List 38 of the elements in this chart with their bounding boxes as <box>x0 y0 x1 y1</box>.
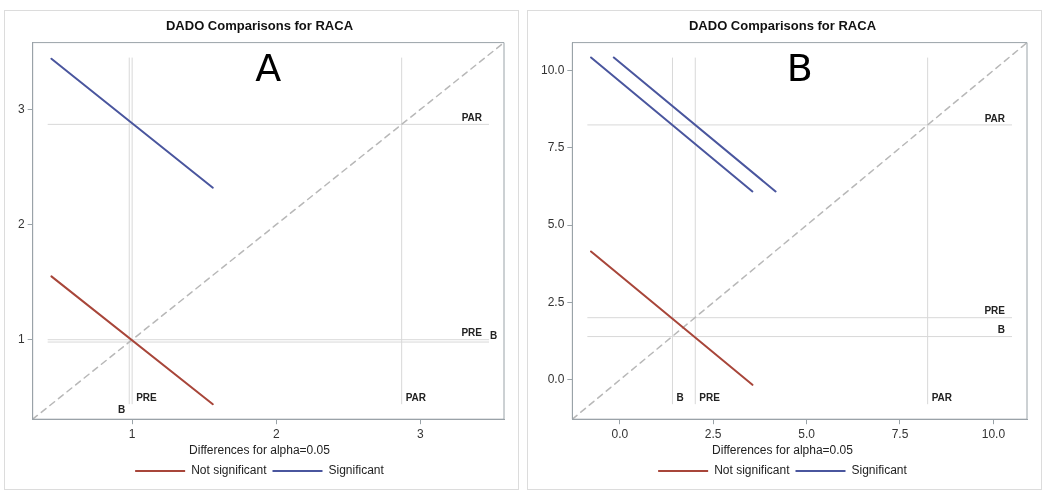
x-tick-label: 2 <box>272 426 280 441</box>
ref-line-label: B <box>997 324 1005 336</box>
ref-line-label: B <box>676 391 684 403</box>
y-tick-label: 5.0 <box>547 217 565 232</box>
ref-line-label: PAR <box>405 391 427 403</box>
legend-title: Differences for alpha=0.05 <box>189 442 331 457</box>
ref-line-label: B <box>490 329 498 341</box>
ref-line-label: PRE <box>699 391 721 403</box>
ref-line-label: PAR <box>931 391 953 403</box>
x-tick-label: 1 <box>128 426 136 441</box>
ref-line-label: PRE <box>461 327 483 339</box>
legend-label: Not significant <box>191 463 268 478</box>
y-tick-label: 2 <box>17 216 25 231</box>
y-tick-label: 0.0 <box>547 372 565 387</box>
x-tick-label: 2.5 <box>704 426 722 441</box>
y-tick-label: 2.5 <box>547 294 565 309</box>
x-tick-label: 10.0 <box>981 426 1006 441</box>
legend-label: Not significant <box>714 463 791 478</box>
x-tick-label: 3 <box>417 426 425 441</box>
legend-title: Differences for alpha=0.05 <box>712 442 854 457</box>
y-tick-label: 7.5 <box>547 140 565 155</box>
annotation: B <box>786 46 813 91</box>
ref-line-label: PAR <box>461 112 483 124</box>
ref-line-label: PRE <box>984 305 1006 317</box>
x-tick-label: 7.5 <box>891 426 909 441</box>
ref-line-label: PAR <box>984 112 1006 124</box>
chart-title: DADO Comparisons for RACA <box>165 18 354 34</box>
legend-label: Significant <box>328 463 385 478</box>
chart-title: DADO Comparisons for RACA <box>688 18 877 34</box>
y-tick-label: 3 <box>17 101 25 116</box>
annotation: A <box>255 46 282 91</box>
y-tick-label: 10.0 <box>541 62 565 77</box>
ref-line-label: B <box>118 403 126 415</box>
ref-line-label: PRE <box>136 391 158 403</box>
x-tick-label: 5.0 <box>798 426 816 441</box>
x-tick-label: 0.0 <box>611 426 629 441</box>
y-tick-label: 1 <box>17 332 25 347</box>
legend-label: Significant <box>851 463 908 478</box>
